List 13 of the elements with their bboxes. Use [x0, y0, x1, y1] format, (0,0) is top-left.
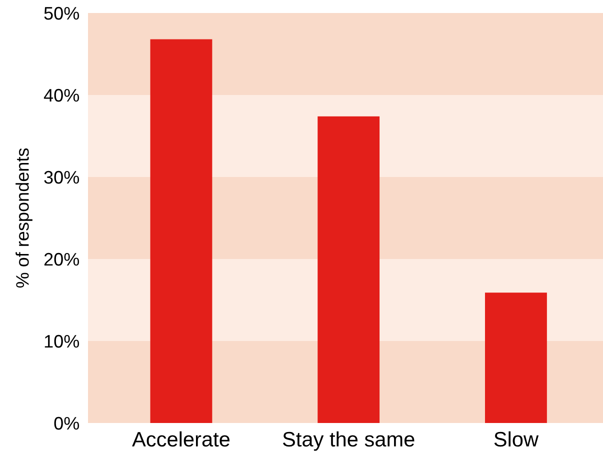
y-tick-label: 50% — [44, 6, 80, 20]
y-tick-label: 30% — [44, 170, 80, 184]
y-tick-label: 40% — [44, 88, 80, 102]
x-tick-label: Stay the same — [282, 431, 414, 451]
bar — [150, 39, 212, 423]
y-axis-title: % of respondents — [16, 148, 32, 288]
y-tick-label: 20% — [44, 252, 80, 266]
x-tick-label: Accelerate — [132, 431, 230, 447]
x-tick-label: Slow — [494, 431, 539, 447]
y-tick-label: 10% — [44, 334, 80, 348]
y-tick-label: 0% — [54, 416, 80, 430]
bar — [318, 116, 380, 423]
bar — [485, 292, 547, 423]
